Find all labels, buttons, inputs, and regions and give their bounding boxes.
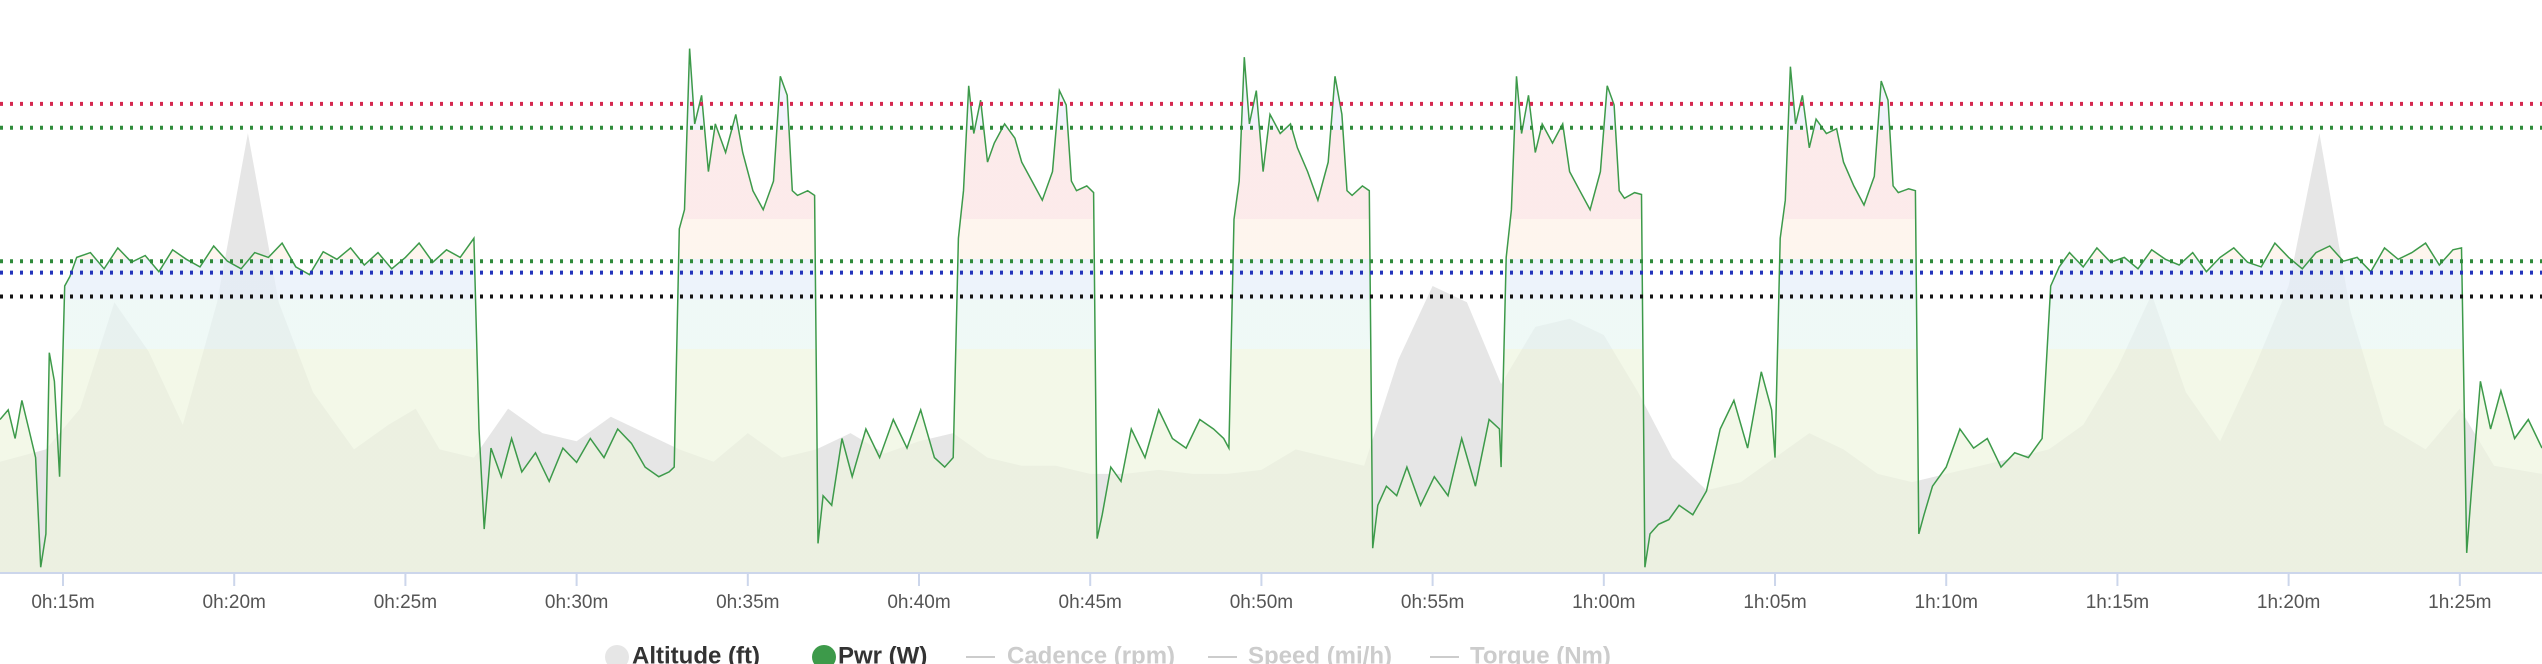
- x-tick-label: 1h:20m: [2257, 592, 2320, 613]
- legend-marker: [812, 645, 836, 664]
- legend-item[interactable]: Altitude (ft): [605, 642, 760, 664]
- legend-item[interactable]: Torque (Nm): [1430, 642, 1611, 664]
- x-tick-label: 0h:30m: [545, 592, 608, 613]
- x-tick-label: 1h:00m: [1572, 592, 1635, 613]
- power-area: [0, 48, 2542, 573]
- x-tick-label: 0h:20m: [203, 592, 266, 613]
- power-line: [0, 48, 2542, 568]
- legend-item[interactable]: Pwr (W): [812, 642, 927, 664]
- legend-label: Cadence (rpm): [1007, 642, 1175, 664]
- legend-item[interactable]: Speed (mi/h): [1208, 642, 1392, 664]
- x-tick-label: 1h:05m: [1743, 592, 1806, 613]
- plot-area: [0, 48, 2542, 573]
- x-tick-label: 0h:15m: [31, 592, 94, 613]
- x-tick-label: 1h:25m: [2428, 592, 2491, 613]
- x-tick-label: 1h:10m: [1915, 592, 1978, 613]
- x-tick-label: 0h:25m: [374, 592, 437, 613]
- legend-label: Pwr (W): [838, 642, 927, 664]
- legend: Altitude (ft) Pwr (W) Cadence (rpm) Speed (…: [605, 642, 1611, 664]
- x-tick-label: 0h:40m: [887, 592, 950, 613]
- x-tick-label: 1h:15m: [2086, 592, 2149, 613]
- x-tick-label: 0h:35m: [716, 592, 779, 613]
- legend-label: Torque (Nm): [1470, 642, 1611, 664]
- x-tick-label: 0h:55m: [1401, 592, 1464, 613]
- legend-item[interactable]: Cadence (rpm): [966, 642, 1175, 664]
- legend-label: Altitude (ft): [632, 642, 760, 664]
- x-axis: 0h:15m 0h:20m 0h:25m 0h:30m 0h:35m 0h:40m 0h:4…: [0, 572, 2542, 613]
- legend-label: Speed (mi/h): [1248, 642, 1392, 664]
- x-tick-label: 0h:45m: [1059, 592, 1122, 613]
- x-tick-label: 0h:50m: [1230, 592, 1293, 613]
- legend-marker: [605, 645, 629, 664]
